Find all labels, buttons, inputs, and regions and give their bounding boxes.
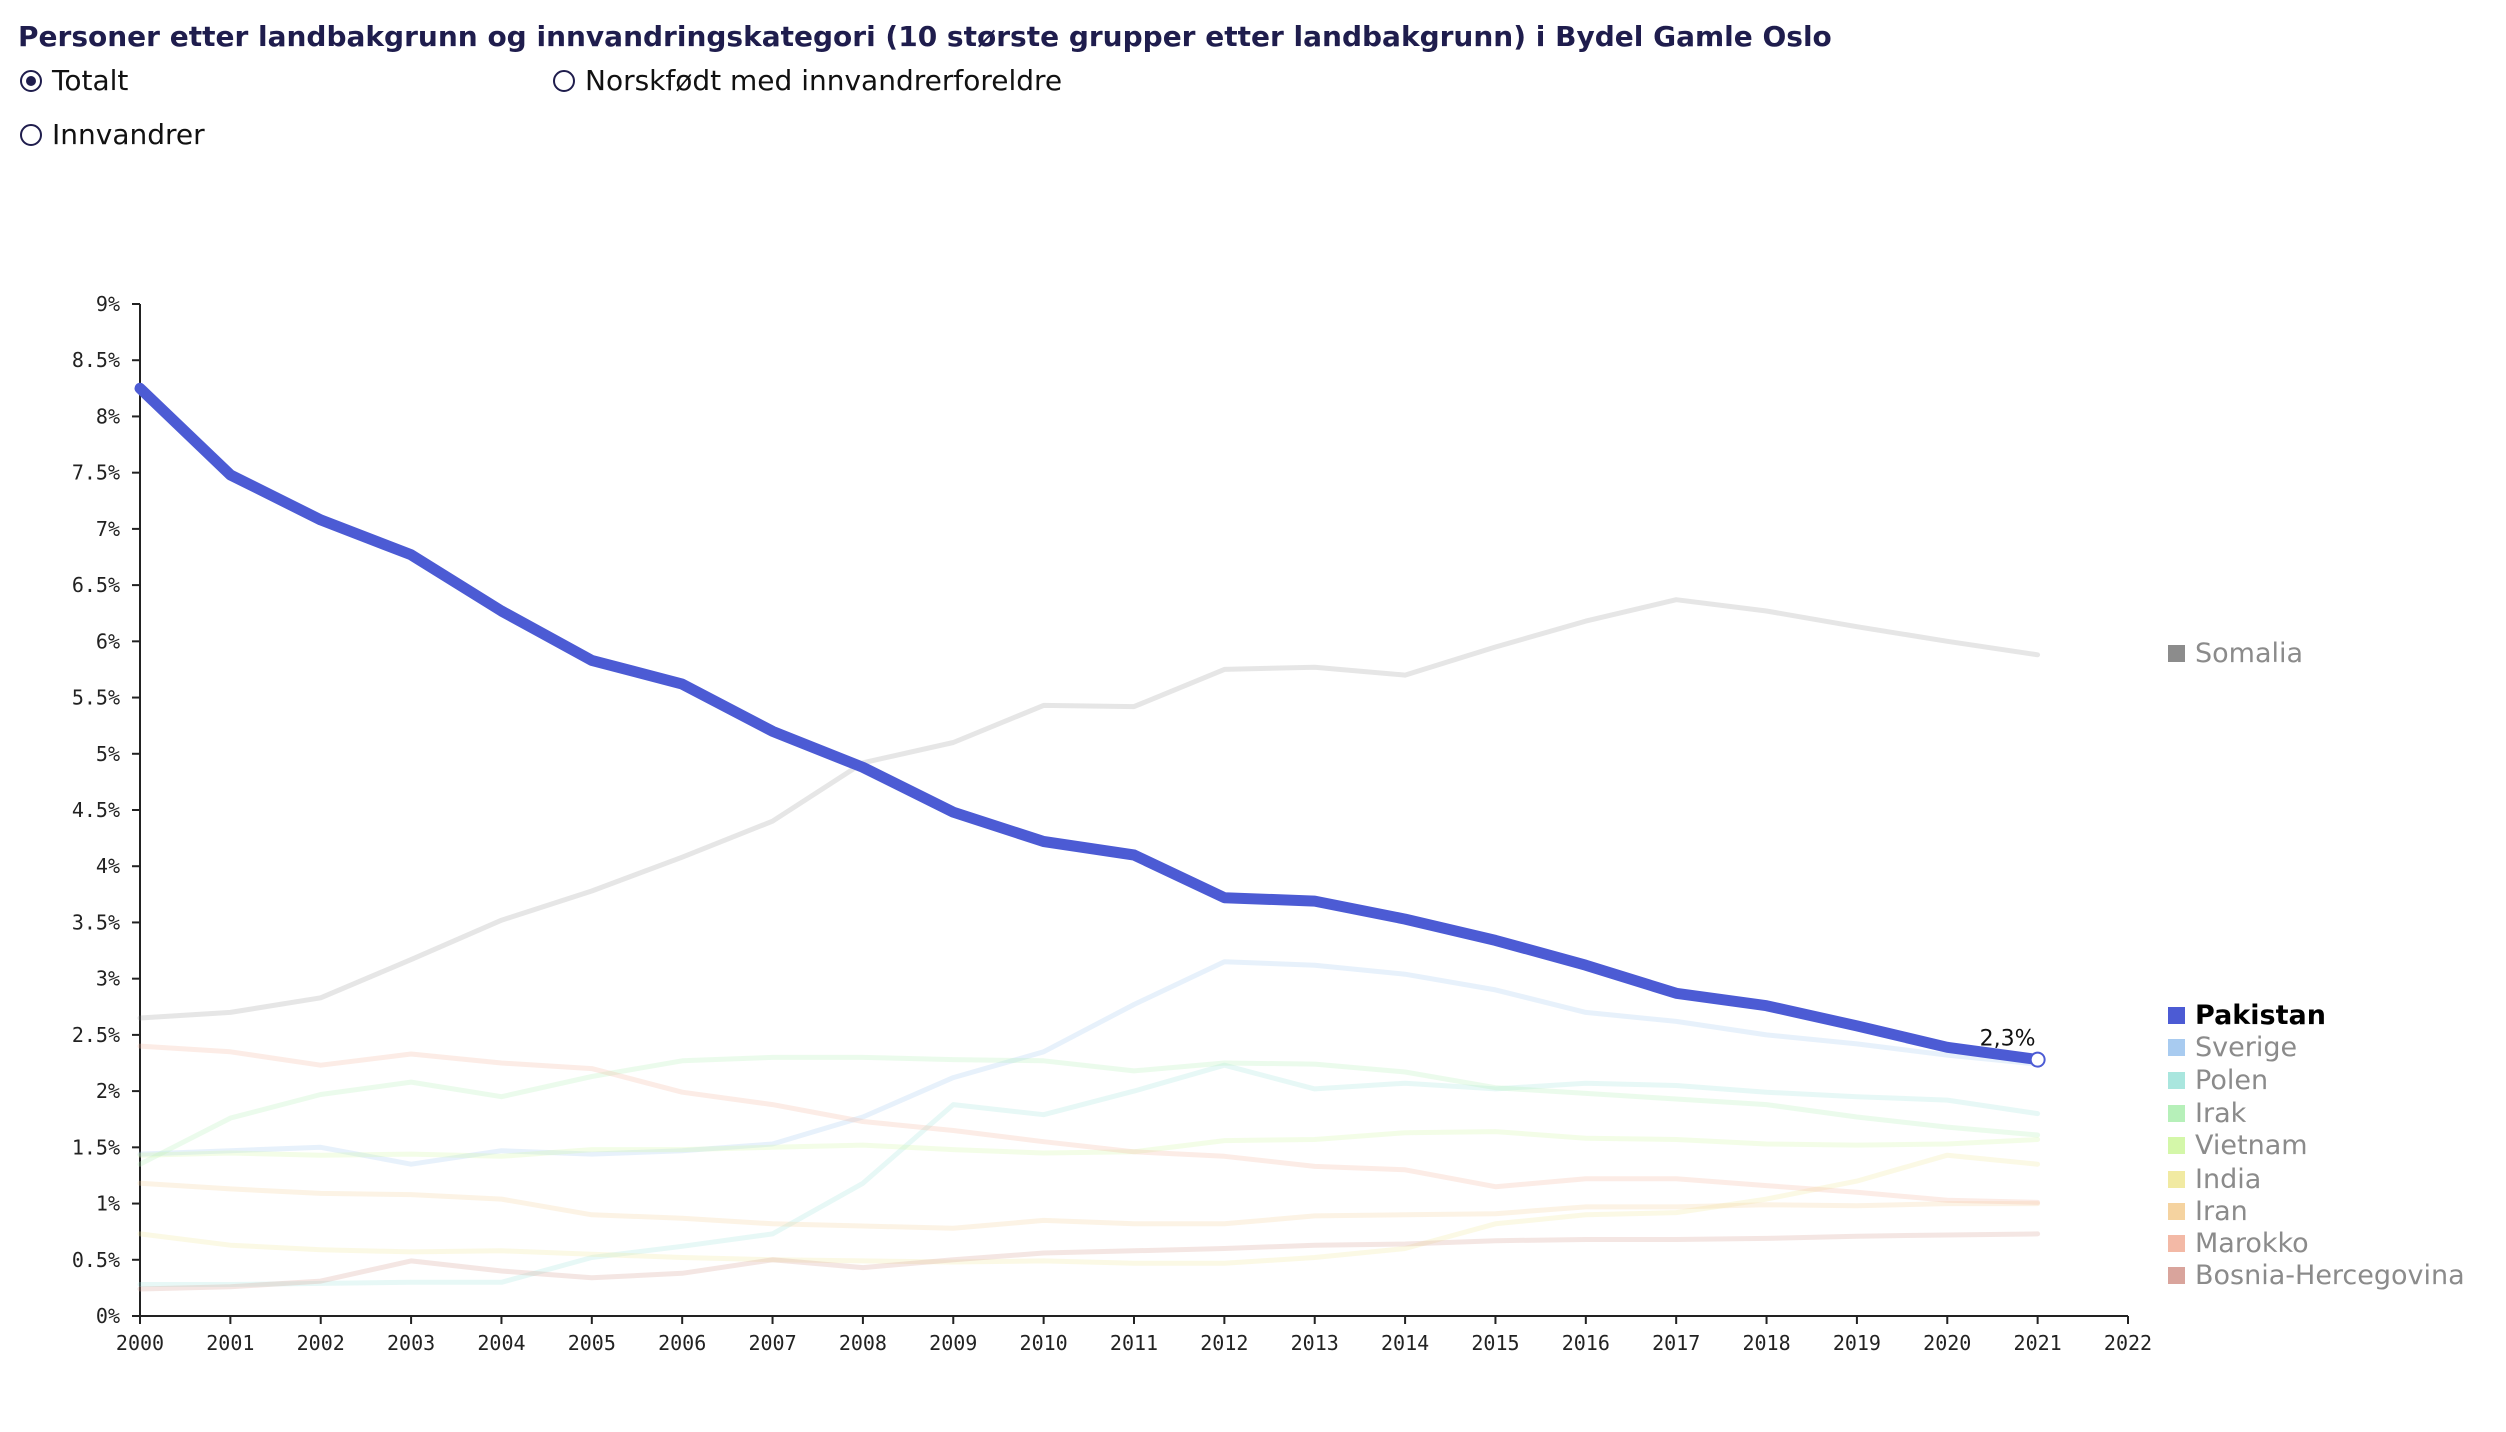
y-tick-label: 8.5% <box>72 348 120 372</box>
x-tick-label: 2005 <box>568 1331 616 1355</box>
x-tick-label: 2001 <box>206 1331 254 1355</box>
legend-label: Irak <box>2195 1098 2247 1129</box>
x-tick-label: 2014 <box>1381 1331 1429 1355</box>
legend-item-vietnam[interactable]: Vietnam <box>2168 1130 2308 1161</box>
x-tick-label: 2008 <box>839 1331 887 1355</box>
x-tick-label: 2013 <box>1291 1331 1339 1355</box>
legend-swatch <box>2168 1072 2185 1089</box>
legend-label: Sverige <box>2195 1032 2298 1063</box>
radio-checked-icon <box>20 69 42 92</box>
legend-label: Somalia <box>2195 638 2304 669</box>
legend-swatch <box>2168 1203 2185 1220</box>
legend-swatch <box>2168 1235 2185 1252</box>
x-tick-label: 2017 <box>1652 1331 1700 1355</box>
x-tick-label: 2003 <box>387 1331 435 1355</box>
x-tick-label: 2009 <box>929 1331 977 1355</box>
y-tick-label: 6.5% <box>72 573 120 597</box>
series-line-polen <box>137 1062 2041 1287</box>
legend-swatch <box>2168 645 2185 662</box>
x-tick-label: 2006 <box>658 1331 706 1355</box>
radio-totalt[interactable]: Totalt <box>20 64 128 97</box>
legend-item-india[interactable]: India <box>2168 1164 2261 1195</box>
highlight-value-label: 2,3% <box>1980 1027 2036 1052</box>
y-tick-label: 0.5% <box>72 1248 120 1272</box>
y-tick-label: 9% <box>96 292 120 316</box>
legend-swatch <box>2168 1267 2185 1284</box>
radio-label-norskfodt: Norskfødt med innvandrerforeldre <box>585 64 1063 97</box>
x-tick-label: 2010 <box>1020 1331 1068 1355</box>
radio-unchecked-icon <box>553 69 575 92</box>
x-tick-label: 2019 <box>1833 1331 1881 1355</box>
y-tick-label: 6% <box>96 629 120 653</box>
y-tick-label: 5.5% <box>72 686 120 710</box>
series-line-irak <box>137 1054 2041 1167</box>
y-tick-label: 3.5% <box>72 910 120 934</box>
legend-item-marokko[interactable]: Marokko <box>2168 1228 2309 1259</box>
x-tick-label: 2011 <box>1110 1331 1158 1355</box>
chart-title: Personer etter landbakgrunn og innvandri… <box>18 20 1832 53</box>
series-line-somalia <box>137 597 2041 1021</box>
legend-swatch <box>2168 1105 2185 1122</box>
x-tick-label: 2018 <box>1742 1331 1790 1355</box>
series-line-sverige <box>137 959 2041 1167</box>
legend-label: Marokko <box>2195 1228 2309 1259</box>
y-tick-label: 7% <box>96 517 120 541</box>
legend-item-somalia[interactable]: Somalia <box>2168 638 2303 669</box>
legend-label: Iran <box>2195 1196 2248 1227</box>
legend-label: Pakistan <box>2195 1000 2326 1031</box>
y-tick-label: 3% <box>96 967 120 991</box>
radio-unchecked-icon <box>20 123 42 146</box>
series-line-marokko <box>137 1043 2041 1205</box>
radio-label-innvandrer: Innvandrer <box>52 118 205 151</box>
series-line-pakistan <box>134 382 2044 1066</box>
legend-item-irak[interactable]: Irak <box>2168 1098 2246 1129</box>
x-tick-label: 2021 <box>2014 1331 2062 1355</box>
y-tick-label: 2.5% <box>72 1023 120 1047</box>
legend-label: Bosnia-Hercegovina <box>2195 1260 2465 1291</box>
y-tick-label: 8% <box>96 404 120 428</box>
legend-swatch <box>2168 1137 2185 1154</box>
legend-swatch <box>2168 1171 2185 1188</box>
y-tick-label: 1% <box>96 1192 120 1216</box>
legend-label: Polen <box>2195 1065 2269 1096</box>
radio-label-totalt: Totalt <box>52 64 129 97</box>
x-tick-label: 2016 <box>1562 1331 1610 1355</box>
legend-swatch <box>2168 1007 2185 1024</box>
y-tick-label: 5% <box>96 742 120 766</box>
y-tick-label: 2% <box>96 1079 120 1103</box>
series-line-vietnam <box>137 1129 2041 1159</box>
legend-label: India <box>2195 1164 2262 1195</box>
x-tick-label: 2007 <box>748 1331 796 1355</box>
y-tick-label: 1.5% <box>72 1135 120 1159</box>
x-tick-label: 2020 <box>1923 1331 1971 1355</box>
legend-label: Vietnam <box>2195 1130 2308 1161</box>
series-line-india <box>137 1152 2041 1266</box>
series-line-iran <box>137 1180 2041 1231</box>
x-tick-label: 2022 <box>2104 1331 2152 1355</box>
legend-swatch <box>2168 1039 2185 1056</box>
legend-item-polen[interactable]: Polen <box>2168 1065 2268 1096</box>
radio-innvandrer[interactable]: Innvandrer <box>20 118 205 151</box>
x-tick-label: 2012 <box>1200 1331 1248 1355</box>
x-tick-label: 2002 <box>297 1331 345 1355</box>
legend-item-bosnia-hercegovina[interactable]: Bosnia-Hercegovina <box>2168 1260 2465 1291</box>
highlight-endpoint-marker <box>2029 1051 2046 1068</box>
legend-item-sverige[interactable]: Sverige <box>2168 1032 2297 1063</box>
legend-item-pakistan[interactable]: Pakistan <box>2168 1000 2326 1031</box>
x-tick-label: 2000 <box>116 1331 164 1355</box>
series-line-bosnia-hercegovina <box>137 1231 2041 1292</box>
y-tick-label: 7.5% <box>72 461 120 485</box>
x-tick-label: 2015 <box>1471 1331 1519 1355</box>
y-tick-label: 0% <box>96 1304 120 1328</box>
y-tick-label: 4% <box>96 854 120 878</box>
radio-norskfodt[interactable]: Norskfødt med innvandrerforeldre <box>553 64 1062 97</box>
legend-item-iran[interactable]: Iran <box>2168 1196 2248 1227</box>
x-tick-label: 2004 <box>477 1331 525 1355</box>
y-tick-label: 4.5% <box>72 798 120 822</box>
